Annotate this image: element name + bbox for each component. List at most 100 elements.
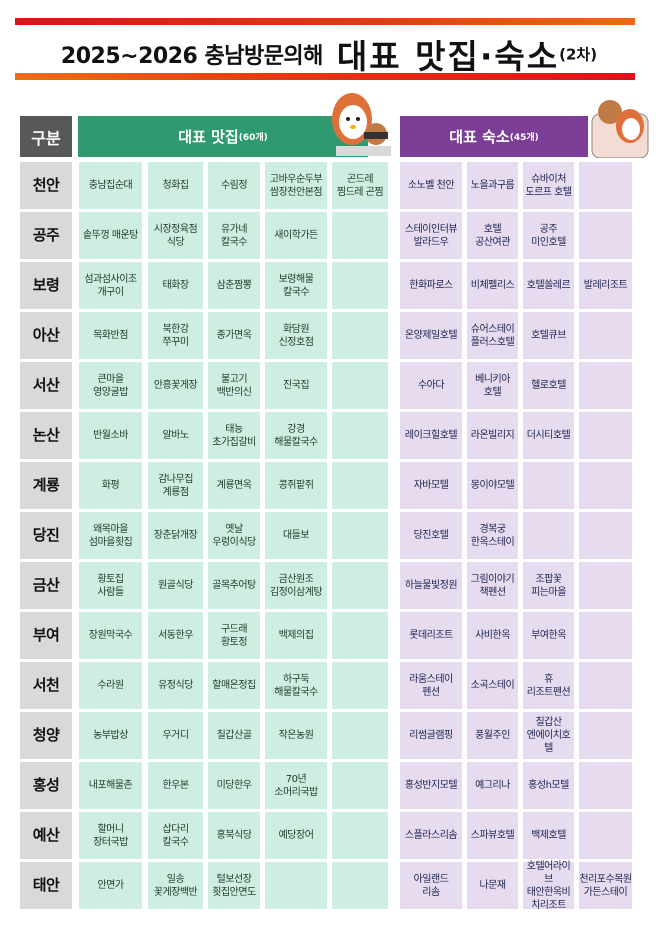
mascot-sleeping-illustration bbox=[591, 100, 649, 158]
restaurant-cell: 칠갑산골 bbox=[208, 712, 260, 759]
lodging-cell: 그림이야기 책펜션 bbox=[467, 562, 518, 609]
lodging-cell: 롯데리조트 bbox=[400, 612, 462, 659]
lodging-cell bbox=[579, 812, 632, 859]
lodging-cell bbox=[523, 462, 574, 509]
lodging-cell: 경복궁 한옥스테이 bbox=[467, 512, 518, 559]
region-label: 서천 bbox=[20, 662, 72, 709]
lodging-cell: 예그리나 bbox=[467, 762, 518, 809]
restaurant-cell: 미당한우 bbox=[208, 762, 260, 809]
restaurant-cell: 시장정육점 식당 bbox=[148, 212, 203, 259]
restaurant-cell: 감나무집 계룡점 bbox=[148, 462, 203, 509]
restaurant-cell: 우거디 bbox=[148, 712, 203, 759]
lodging-cell: 레이크힐호텔 bbox=[400, 412, 462, 459]
lodging-cell: 홍성반지모텔 bbox=[400, 762, 462, 809]
restaurants-header-label: 대표 맛집 bbox=[178, 128, 239, 146]
restaurant-cell: 태화장 bbox=[148, 262, 203, 309]
restaurant-cell: 보령해물 칼국수 bbox=[265, 262, 327, 309]
lodging-cell bbox=[579, 212, 632, 259]
lodging-cell: 하늘물빛정원 bbox=[400, 562, 462, 609]
region-label: 보령 bbox=[20, 262, 72, 309]
restaurant-cell: 진국집 bbox=[265, 362, 327, 409]
restaurant-cell: 안면가 bbox=[79, 862, 142, 909]
restaurant-cell bbox=[332, 662, 388, 709]
title-top-bar bbox=[15, 18, 635, 25]
region-label: 태안 bbox=[20, 862, 72, 909]
restaurant-cell: 할머니 장터국밥 bbox=[79, 812, 142, 859]
lodging-cell: 라움스테이 펜션 bbox=[400, 662, 462, 709]
lodging-cell bbox=[579, 512, 632, 559]
restaurant-cell: 계룡면옥 bbox=[208, 462, 260, 509]
restaurant-cell: 곤드레 찜드레 곤찜 bbox=[332, 162, 388, 209]
region-label: 금산 bbox=[20, 562, 72, 609]
lodging-cell: 스테이인터뷰 발라드우 bbox=[400, 212, 462, 259]
restaurant-cell bbox=[332, 762, 388, 809]
lodging-cell: 노을과구름 bbox=[467, 162, 518, 209]
lodging-cell: 스플라스리솜 bbox=[400, 812, 462, 859]
restaurant-cell: 원골식당 bbox=[148, 562, 203, 609]
region-label: 서산 bbox=[20, 362, 72, 409]
restaurant-cell: 삽다리 칼국수 bbox=[148, 812, 203, 859]
lodging-cell: 비체펠리스 bbox=[467, 262, 518, 309]
restaurant-cell: 70년 소머리국밥 bbox=[265, 762, 327, 809]
lodging-cell bbox=[579, 162, 632, 209]
lodging-cell: 베니키아 호텔 bbox=[467, 362, 518, 409]
restaurant-cell: 솥뚜껑 매운탕 bbox=[79, 212, 142, 259]
lodging-cell: 공주 미인호텔 bbox=[523, 212, 574, 259]
region-label: 당진 bbox=[20, 512, 72, 559]
lodging-cell: 더시티호텔 bbox=[523, 412, 574, 459]
title-main: 대표 맛집·숙소 bbox=[336, 37, 560, 76]
lodging-cell: 당진호텔 bbox=[400, 512, 462, 559]
restaurant-cell: 옛날 우렁이식당 bbox=[208, 512, 260, 559]
region-label: 천안 bbox=[20, 162, 72, 209]
restaurant-cell: 화담원 신정호점 bbox=[265, 312, 327, 359]
restaurant-cell: 목화반점 bbox=[79, 312, 142, 359]
restaurant-cell: 할매온정집 bbox=[208, 662, 260, 709]
region-label: 청양 bbox=[20, 712, 72, 759]
restaurant-cell: 구드래 황토정 bbox=[208, 612, 260, 659]
lodging-cell bbox=[579, 462, 632, 509]
lodging-cell: 라온빌리지 bbox=[467, 412, 518, 459]
restaurant-cell: 청화집 bbox=[148, 162, 203, 209]
lodging-cell bbox=[579, 412, 632, 459]
restaurant-cell bbox=[332, 862, 388, 909]
restaurant-cell: 섬과섬사이조 개구이 bbox=[79, 262, 142, 309]
restaurant-cell: 고바우순두부 쌈장천안본점 bbox=[265, 162, 327, 209]
lodging-cell: 헬로호텔 bbox=[523, 362, 574, 409]
restaurant-cell: 불고기 백반의신 bbox=[208, 362, 260, 409]
region-label: 홍성 bbox=[20, 762, 72, 809]
restaurant-cell bbox=[332, 312, 388, 359]
restaurant-cell bbox=[332, 412, 388, 459]
restaurant-cell: 농부밥상 bbox=[79, 712, 142, 759]
restaurant-cell: 백제의집 bbox=[265, 612, 327, 659]
restaurant-cell: 내포해물촌 bbox=[79, 762, 142, 809]
lodging-cell: 한화파로스 bbox=[400, 262, 462, 309]
lodging-cell bbox=[579, 662, 632, 709]
lodging-cell bbox=[579, 562, 632, 609]
lodging-cell bbox=[579, 712, 632, 759]
restaurant-cell: 태능 초가집갈비 bbox=[208, 412, 260, 459]
lodging-cell: 조팝꽃 피는마을 bbox=[523, 562, 574, 609]
lodging-cell: 휴 리조트펜션 bbox=[523, 662, 574, 709]
restaurant-cell bbox=[332, 612, 388, 659]
restaurant-cell bbox=[332, 712, 388, 759]
restaurant-cell bbox=[332, 212, 388, 259]
restaurant-cell bbox=[332, 512, 388, 559]
restaurant-cell: 북한강 쭈꾸미 bbox=[148, 312, 203, 359]
lodging-cell: 호텔쏠레르 bbox=[523, 262, 574, 309]
restaurant-cell: 안흥꽃게장 bbox=[148, 362, 203, 409]
restaurant-cell: 일송 꽃게장백반 bbox=[148, 862, 203, 909]
lodging-cell: 사비한옥 bbox=[467, 612, 518, 659]
restaurant-cell: 콩쥐팥쥐 bbox=[265, 462, 327, 509]
lodging-cell: 리썸글램핑 bbox=[400, 712, 462, 759]
lodging-cell bbox=[523, 512, 574, 559]
lodging-cell: 부여한옥 bbox=[523, 612, 574, 659]
region-label: 부여 bbox=[20, 612, 72, 659]
restaurant-cell: 홍북식당 bbox=[208, 812, 260, 859]
title-suffix: (2차) bbox=[559, 45, 598, 64]
page-title: 2025~2026 충남방문의해 대표 맛집·숙소(2차) bbox=[0, 30, 658, 78]
category-header: 구분 bbox=[20, 116, 72, 157]
lodging-cell: 칠갑산 엔에이치호텔 bbox=[523, 712, 574, 759]
restaurant-cell: 황토집 사람들 bbox=[79, 562, 142, 609]
restaurants-count: (60개) bbox=[238, 133, 268, 143]
restaurants-header: 대표 맛집 (60개) bbox=[78, 116, 368, 157]
